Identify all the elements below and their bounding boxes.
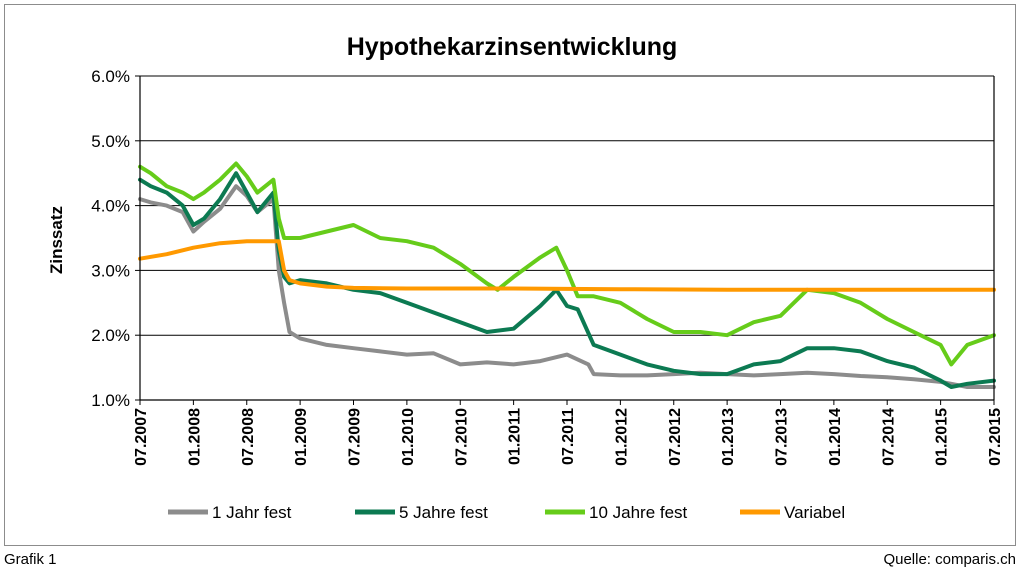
y-tick-label: 5.0% <box>91 132 130 151</box>
series-line-3 <box>138 161 996 367</box>
axes <box>135 75 995 405</box>
series-line-4 <box>138 239 996 292</box>
x-tick-label: 01.2010 <box>400 408 417 466</box>
series-line-1 <box>138 184 996 389</box>
legend-label: 10 Jahre fest <box>589 503 688 522</box>
legend-label: 1 Jahr fest <box>212 503 292 522</box>
x-tick-label: 07.2011 <box>560 408 577 465</box>
x-tick-label: 07.2010 <box>453 408 470 466</box>
x-tick-label: 01.2011 <box>507 408 524 465</box>
series-line-2 <box>138 171 996 389</box>
x-tick-label: 07.2014 <box>880 408 897 466</box>
x-tick-label: 07.2015 <box>987 408 1004 466</box>
x-tick-label: 01.2008 <box>186 408 203 466</box>
y-tick-label: 4.0% <box>91 197 130 216</box>
y-tick-labels: 6.0% 5.0% 4.0% 3.0% 2.0% 1.0% <box>91 67 130 410</box>
x-tick-label: 01.2015 <box>934 408 951 466</box>
y-tick-label: 6.0% <box>91 67 130 86</box>
series-lines <box>138 161 996 389</box>
x-tick-label: 07.2008 <box>240 408 257 466</box>
legend-label: Variabel <box>784 503 845 522</box>
x-tick-labels: 07.2007 01.2008 07.2008 01.2009 07.2009 01.20… <box>133 408 1004 466</box>
legend-label: 5 Jahre fest <box>399 503 488 522</box>
y-tick-label: 1.0% <box>91 391 130 410</box>
x-tick-label: 01.2014 <box>827 408 844 466</box>
footer-figure-label: Grafik 1 <box>4 551 57 568</box>
x-tick-label: 01.2009 <box>293 408 310 466</box>
x-tick-label: 01.2012 <box>613 408 630 466</box>
y-tick-label: 3.0% <box>91 261 130 280</box>
y-tick-label: 2.0% <box>91 326 130 345</box>
x-tick-label: 07.2013 <box>774 408 791 466</box>
chart-title: Hypothekarzinsentwicklung <box>347 33 678 61</box>
chart-frame <box>4 4 1016 546</box>
y-axis-label: Zinssatz <box>47 206 66 274</box>
x-tick-label: 07.2007 <box>133 408 150 466</box>
legend: 1 Jahr fest 5 Jahre fest 10 Jahre fest Vari… <box>168 503 845 522</box>
footer-source: Quelle: comparis.ch <box>883 551 1016 568</box>
x-tick-label: 01.2013 <box>720 408 737 466</box>
x-tick-label: 07.2009 <box>347 408 364 466</box>
x-tick-label: 07.2012 <box>667 408 684 466</box>
